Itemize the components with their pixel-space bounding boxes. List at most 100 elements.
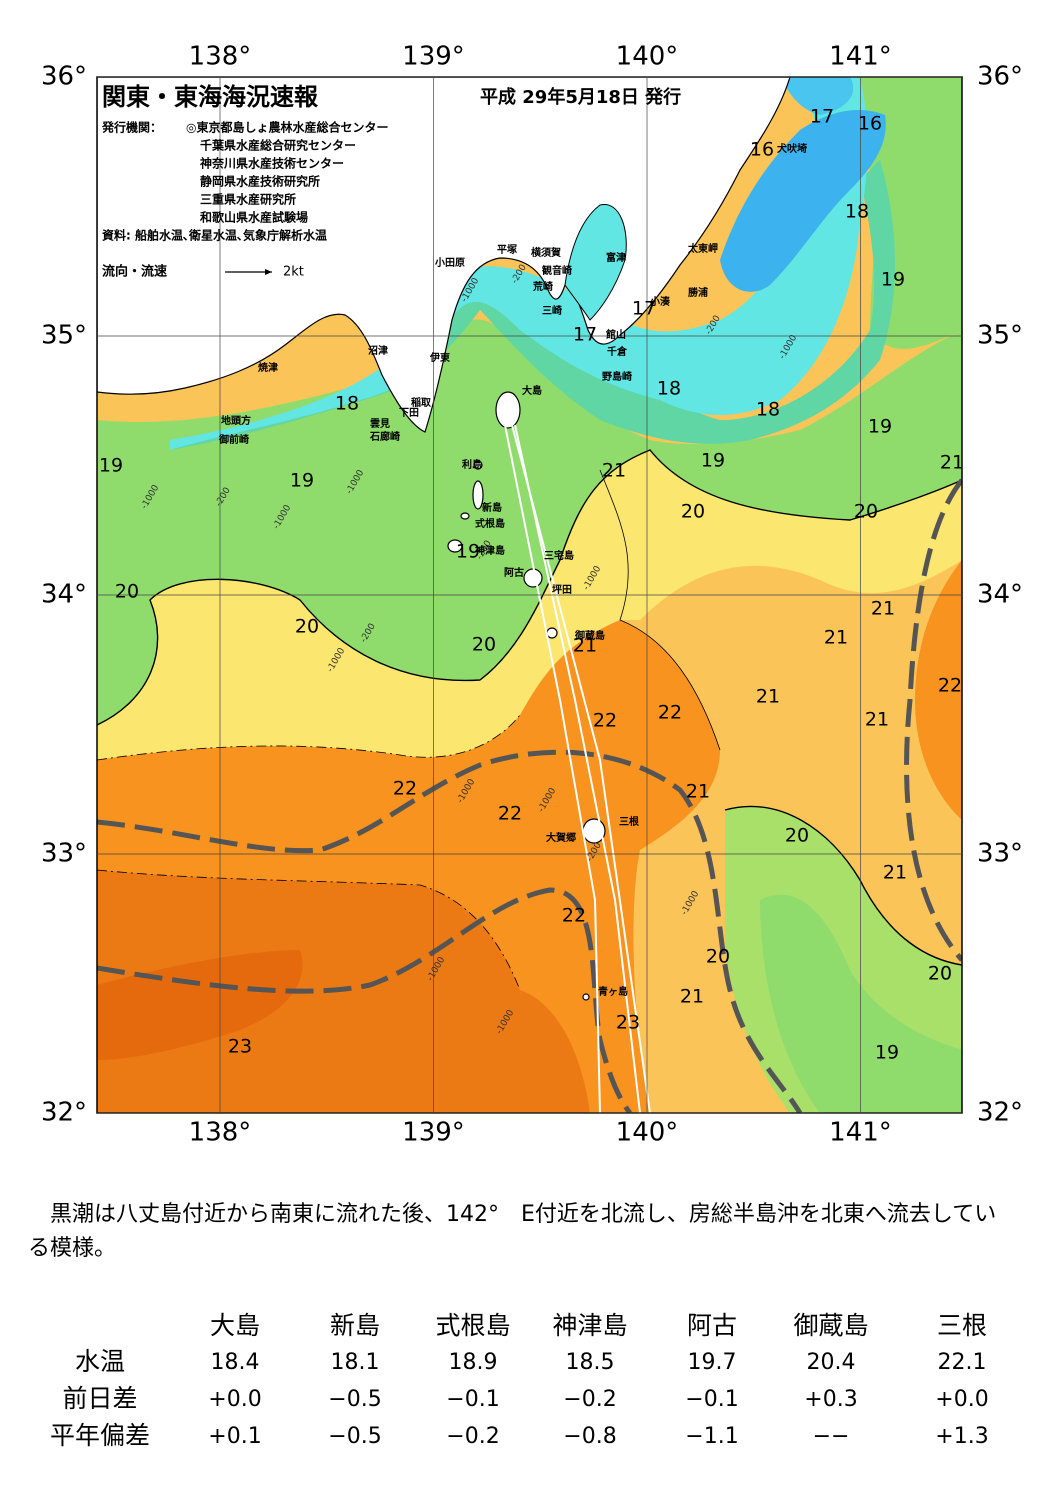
place-name: 観音崎 xyxy=(542,264,572,277)
isotherm-label: 17 xyxy=(632,298,656,320)
place-name: 伊東 xyxy=(429,351,450,364)
isotherm xyxy=(599,469,721,751)
track xyxy=(514,424,641,1113)
kuroshio-path xyxy=(904,478,962,962)
lat-label: 36° xyxy=(977,62,1023,92)
issuer: 神奈川県水産技術センター xyxy=(200,156,344,171)
island xyxy=(582,993,590,1001)
isotherm-label: 21 xyxy=(865,709,889,731)
place-name: 大賀郷 xyxy=(546,831,576,844)
place-name: 石廊崎 xyxy=(369,430,400,443)
place-name: 稲取 xyxy=(411,396,432,409)
place-name: 焼津 xyxy=(258,361,278,374)
place-name: 横須賀 xyxy=(531,246,561,259)
isotherm-label: 21 xyxy=(756,686,780,708)
island xyxy=(460,512,470,520)
issuer: 三重県水産研究所 xyxy=(200,192,296,207)
lon-label: 139° xyxy=(402,1118,465,1148)
isotherm-label: 20 xyxy=(854,501,878,523)
header-text: 発行機関： xyxy=(101,120,162,135)
isotherm-label: 22 xyxy=(593,710,617,732)
place-name: 阿古 xyxy=(504,566,524,579)
header-text: 資料: 船舶水温､衛星水温､気象庁解析水温 xyxy=(102,228,327,243)
isotherm-label: 20 xyxy=(295,616,319,638)
isotherm-label: 19 xyxy=(875,1042,899,1064)
zone-16 xyxy=(720,110,886,292)
place-name: 御蔵島 xyxy=(574,629,605,642)
island xyxy=(523,568,543,588)
isotherm xyxy=(97,714,521,761)
place-name: 御前崎 xyxy=(218,433,249,446)
isotherm-label: 21 xyxy=(602,460,626,482)
isotherm-label: 17 xyxy=(573,324,597,346)
place-name: 館山 xyxy=(605,328,626,341)
place-name: 利島 xyxy=(462,458,482,471)
isotherm-label: 20 xyxy=(472,634,496,656)
lon-label: 141° xyxy=(829,1118,892,1148)
place-name: 三崎 xyxy=(542,304,562,317)
isotherm-label: 18 xyxy=(756,399,780,421)
issuer: 千葉県水産総合研究センター xyxy=(200,138,356,153)
issuer: ◎東京都島しょ農林水産総合センター xyxy=(186,120,388,135)
island xyxy=(495,391,521,429)
track xyxy=(504,424,601,1113)
isotherm-label: 23 xyxy=(228,1036,252,1058)
isotherm-label: 22 xyxy=(562,905,586,927)
header-text: 2kt xyxy=(283,265,304,280)
isotherm-label: 19 xyxy=(701,450,725,472)
zone-20 xyxy=(97,450,962,760)
lat-label: 35° xyxy=(977,321,1023,351)
place-name: 小湊 xyxy=(649,295,671,308)
place-name: 小田原 xyxy=(434,256,465,269)
place-name: 三宅島 xyxy=(544,549,574,562)
place-name: 千倉 xyxy=(607,345,628,358)
place-name: 犬吠埼 xyxy=(777,142,807,155)
place-name: 勝浦 xyxy=(688,286,708,299)
isotherm-label: 18 xyxy=(657,378,681,400)
isotherm-label: 21 xyxy=(940,452,964,474)
isotherm-label: 22 xyxy=(393,778,417,800)
isotherm-label: 20 xyxy=(928,963,952,985)
place-name: 富津 xyxy=(606,251,626,264)
isotherm-label: 18 xyxy=(845,201,869,223)
lat-label: 32° xyxy=(41,1098,87,1128)
lon-label: 138° xyxy=(189,42,252,72)
zone-19 xyxy=(97,319,962,725)
isotherm-label: 20 xyxy=(706,946,730,968)
place-name: 式根島 xyxy=(475,517,505,530)
place-name: 青ヶ島 xyxy=(598,985,628,998)
lat-label: 35° xyxy=(41,321,87,351)
land xyxy=(97,77,791,433)
place-name: 大島 xyxy=(522,384,542,397)
isotherm-label: 21 xyxy=(573,635,597,657)
header-text: 関東・東海海況速報 xyxy=(102,83,319,111)
tokyo-bay xyxy=(564,204,627,321)
summary-text: 黒潮は八丈島付近から南東に流れた後、142° E付近を北流し、房総半島沖を北東へ… xyxy=(28,1202,997,1261)
legend-arrowhead xyxy=(265,269,272,275)
islands xyxy=(447,391,606,1001)
isotherm-label: 20 xyxy=(681,501,705,523)
place-name: 雲見 xyxy=(370,418,390,430)
graticule xyxy=(97,76,962,1114)
zone-16-north xyxy=(780,77,854,115)
isotherm xyxy=(97,449,962,726)
isotherm-label: 21 xyxy=(871,598,895,620)
zone-17 xyxy=(170,77,868,450)
isotherm-label: 21 xyxy=(824,627,848,649)
lat-label: 34° xyxy=(977,580,1023,610)
lat-label: 32° xyxy=(977,1098,1023,1128)
place-name: 坪田 xyxy=(552,583,572,596)
lon-label: 139° xyxy=(402,42,465,72)
isotherm-label: 16 xyxy=(858,113,882,135)
place-name: 荒崎 xyxy=(532,280,553,293)
isotherm-label: 17 xyxy=(810,106,834,128)
isotherm-label: 22 xyxy=(938,675,962,697)
place-name: 太東岬 xyxy=(687,242,718,255)
place-name: 地頭方 xyxy=(221,414,251,427)
lon-label: 138° xyxy=(189,1118,252,1148)
isotherm-label: 23 xyxy=(616,1012,640,1034)
zone-22-east xyxy=(915,560,962,820)
isotherm-label: 19 xyxy=(99,455,123,477)
